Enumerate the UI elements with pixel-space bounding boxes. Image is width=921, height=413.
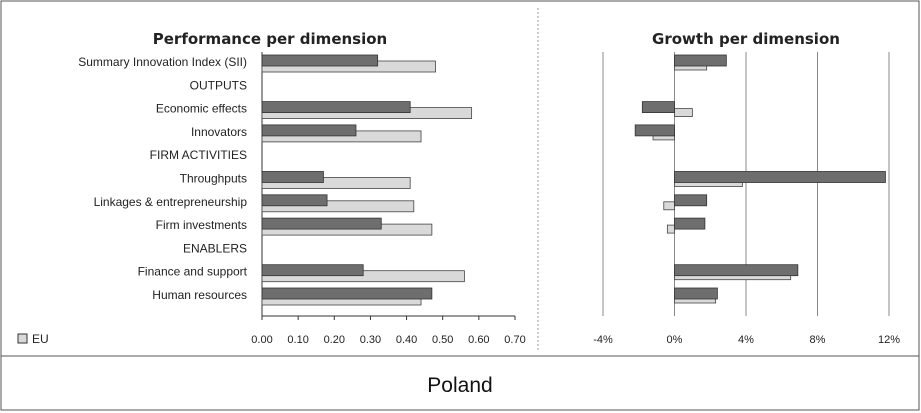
performance-bar-country-human-resources: [261, 287, 433, 300]
category-label-summary-innovation-index-sii: Summary Innovation Index (SII): [78, 55, 247, 69]
performance-tick-label: 0.10: [287, 334, 308, 346]
growth-grid: [602, 52, 890, 316]
growth-bar-country-firm-investments: [674, 217, 706, 230]
growth-bar-country-linkages-entrepreneurship: [674, 194, 708, 207]
growth-tick-label: 8%: [810, 334, 826, 346]
performance-tick-label: 0.40: [396, 334, 417, 346]
performance-tick-label: 0.60: [468, 334, 489, 346]
category-label-economic-effects: Economic effects: [156, 102, 247, 116]
performance-bars: [261, 54, 473, 306]
growth-bar-country-human-resources: [674, 287, 718, 300]
performance-bar-country-firm-investments: [261, 217, 382, 230]
performance-bar-country-summary-innovation-index-sii: [261, 54, 379, 67]
growth-x-ticks: -4% 0% 4% 8% 12%: [593, 334, 900, 346]
growth-bar-country-finance-and-support: [674, 264, 799, 277]
performance-tick-label: 0.00: [251, 334, 272, 346]
category-label-innovators: Innovators: [191, 125, 247, 139]
performance-bar-country-finance-and-support: [261, 264, 364, 277]
growth-bar-country-throughputs: [674, 171, 886, 183]
performance-bar-country-innovators: [261, 124, 357, 137]
growth-bar-eu-linkages-entrepreneurship: [663, 201, 675, 211]
performance-bar-country-throughputs: [261, 171, 324, 183]
growth-tick-label: 0%: [667, 334, 683, 346]
performance-bar-eu-throughputs: [261, 177, 411, 189]
performance-bar-country-economic-effects: [261, 101, 411, 113]
performance-chart-title: Performance per dimension: [153, 30, 387, 48]
category-label-firm-activities: FIRM ACTIVITIES: [150, 148, 247, 162]
category-label-human-resources: Human resources: [152, 288, 247, 302]
country-name: Poland: [427, 374, 492, 397]
category-label-outputs: OUTPUTS: [190, 78, 247, 92]
performance-tick-label: 0.30: [360, 334, 381, 346]
growth-bar-country-innovators: [634, 124, 675, 137]
growth-tick-label: 12%: [878, 334, 900, 346]
legend-eu-label: EU: [32, 332, 49, 346]
category-label-enablers: ENABLERS: [183, 241, 247, 255]
growth-bar-eu-economic-effects: [674, 108, 693, 117]
growth-tick-label: 4%: [738, 334, 754, 346]
growth-bar-eu-firm-investments: [666, 224, 675, 234]
performance-tick-label: 0.50: [432, 334, 453, 346]
performance-x-ticks: 0.00 0.10 0.20 0.30 0.40 0.50 0.60 0.70: [251, 334, 525, 346]
legend-eu-swatch: [17, 333, 28, 344]
category-labels: Summary Innovation Index (SII) OUTPUTS Eco…: [78, 55, 247, 302]
growth-bar-country-summary-innovation-index-sii: [674, 54, 727, 67]
growth-chart-title: Growth per dimension: [652, 30, 840, 48]
category-label-throughputs: Throughputs: [180, 172, 247, 186]
growth-bar-country-economic-effects: [641, 101, 675, 113]
growth-tick-label: -4%: [593, 334, 613, 346]
category-label-linkages-entrepreneurship: Linkages & entrepreneurship: [94, 195, 248, 209]
growth-bars: [634, 54, 886, 304]
performance-bar-country-linkages-entrepreneurship: [261, 194, 328, 207]
performance-tick-label: 0.70: [504, 334, 525, 346]
category-label-finance-and-support: Finance and support: [138, 265, 248, 279]
category-label-firm-investments: Firm investments: [156, 218, 247, 232]
performance-tick-label: 0.20: [324, 334, 345, 346]
performance-bar-eu-linkages-entrepreneurship: [261, 200, 415, 213]
